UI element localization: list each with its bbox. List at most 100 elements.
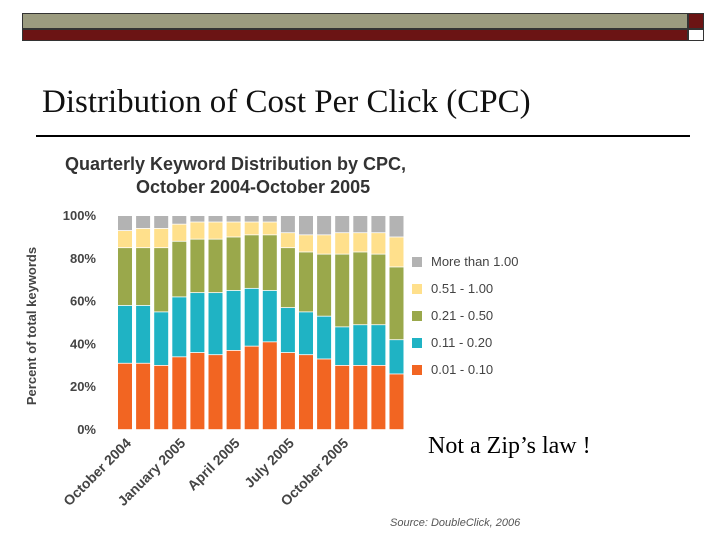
bar-segment — [244, 288, 259, 346]
bar-segment — [208, 293, 223, 355]
bar-segment — [136, 228, 151, 248]
bar-segment — [190, 222, 205, 239]
bar-segment — [262, 216, 277, 222]
slide-title: Distribution of Cost Per Click (CPC) — [42, 84, 531, 120]
bar-segment — [317, 316, 332, 359]
bar-segment — [172, 224, 187, 241]
bar-segment — [280, 352, 295, 430]
bar-segment — [371, 216, 386, 233]
corner-square-filled — [688, 13, 704, 29]
bar-segment — [172, 357, 187, 430]
legend-swatch — [412, 338, 422, 348]
bar-segment — [190, 239, 205, 293]
y-tick-label: 100% — [63, 208, 97, 223]
bar-segment — [371, 254, 386, 325]
bar-segment — [353, 216, 368, 233]
bar-segment — [317, 359, 332, 430]
legend-label: 0.01 - 0.10 — [431, 362, 493, 377]
bar-segment — [208, 216, 223, 222]
bar-segment — [389, 267, 404, 340]
bar-segment — [353, 365, 368, 430]
bar-segment — [136, 216, 151, 229]
bar-segment — [244, 216, 259, 222]
bar-segment — [244, 222, 259, 235]
bar-segment — [371, 325, 386, 365]
bar-segment — [353, 252, 368, 325]
legend-label: 0.21 - 0.50 — [431, 308, 493, 323]
bar-segment — [317, 216, 332, 235]
bar-segment — [226, 350, 241, 430]
bar-segment — [172, 297, 187, 357]
bar-segment — [226, 216, 241, 222]
bar-segment — [262, 235, 277, 291]
stacked-bar-chart: Quarterly Keyword Distribution by CPC, O… — [24, 154, 521, 529]
legend-swatch — [412, 284, 422, 294]
bar-segment — [280, 308, 295, 353]
bar-segment — [154, 312, 169, 365]
bar-segment — [208, 355, 223, 430]
legend-swatch — [412, 365, 422, 375]
bar-segment — [226, 290, 241, 351]
bar-segment — [118, 305, 132, 363]
bar-segment — [118, 216, 132, 231]
bar-segment — [244, 235, 259, 288]
bar-segment — [244, 346, 259, 430]
bar-segment — [154, 228, 169, 248]
bar-segment — [371, 233, 386, 254]
bar-segment — [136, 248, 151, 306]
bar-segment — [299, 235, 313, 252]
y-tick-label: 40% — [70, 336, 96, 351]
bar-segment — [190, 352, 205, 430]
bar-segment — [136, 363, 151, 430]
title-rule — [36, 135, 690, 137]
x-tick-label: July 2005 — [241, 435, 297, 491]
bar-segment — [317, 254, 332, 316]
bar-segment — [299, 216, 313, 235]
bar-segment — [389, 237, 404, 267]
bar-segment — [190, 216, 205, 222]
header-band-dark — [22, 29, 688, 41]
bar-segment — [208, 222, 223, 239]
bar-segment — [335, 365, 350, 430]
y-tick-label: 80% — [70, 251, 96, 266]
bar-segment — [262, 342, 277, 430]
bar-segment — [299, 252, 313, 312]
bar-segment — [353, 233, 368, 252]
bar-segment — [389, 374, 404, 430]
legend-swatch — [412, 311, 422, 321]
bar-segment — [172, 241, 187, 297]
chart-image: Quarterly Keyword Distribution by CPC, O… — [10, 142, 548, 532]
bar-segment — [118, 363, 132, 430]
y-tick-label: 0% — [77, 422, 96, 437]
bar-segment — [118, 248, 132, 306]
bar-segment — [190, 293, 205, 353]
bar-segment — [353, 325, 368, 365]
chart-subtitle: October 2004-October 2005 — [136, 177, 370, 197]
bar-segment — [262, 290, 277, 342]
legend-swatch — [412, 257, 422, 267]
bar-segment — [154, 365, 169, 430]
caption: Not a Zip’s law ! — [428, 433, 591, 459]
bar-segment — [208, 239, 223, 293]
bar-segment — [335, 216, 350, 233]
bar-segment — [335, 254, 350, 327]
bar-segment — [335, 233, 350, 254]
x-tick-label: April 2005 — [184, 435, 243, 494]
bar-segment — [136, 305, 151, 363]
bar-segment — [280, 216, 295, 233]
bar-segment — [317, 235, 332, 254]
header-band — [22, 13, 688, 29]
legend-label: 0.51 - 1.00 — [431, 281, 493, 296]
bar-segment — [262, 222, 277, 235]
corner-square-outline — [688, 29, 704, 41]
bar-segment — [280, 233, 295, 248]
bar-segment — [226, 237, 241, 291]
chart-title: Quarterly Keyword Distribution by CPC, — [65, 154, 406, 174]
bar-segment — [389, 340, 404, 374]
bar-segment — [226, 222, 241, 237]
bar-segment — [299, 355, 313, 430]
bar-segment — [172, 216, 187, 224]
bar-segment — [118, 230, 132, 248]
bar-segment — [335, 327, 350, 365]
bar-segment — [371, 365, 386, 430]
